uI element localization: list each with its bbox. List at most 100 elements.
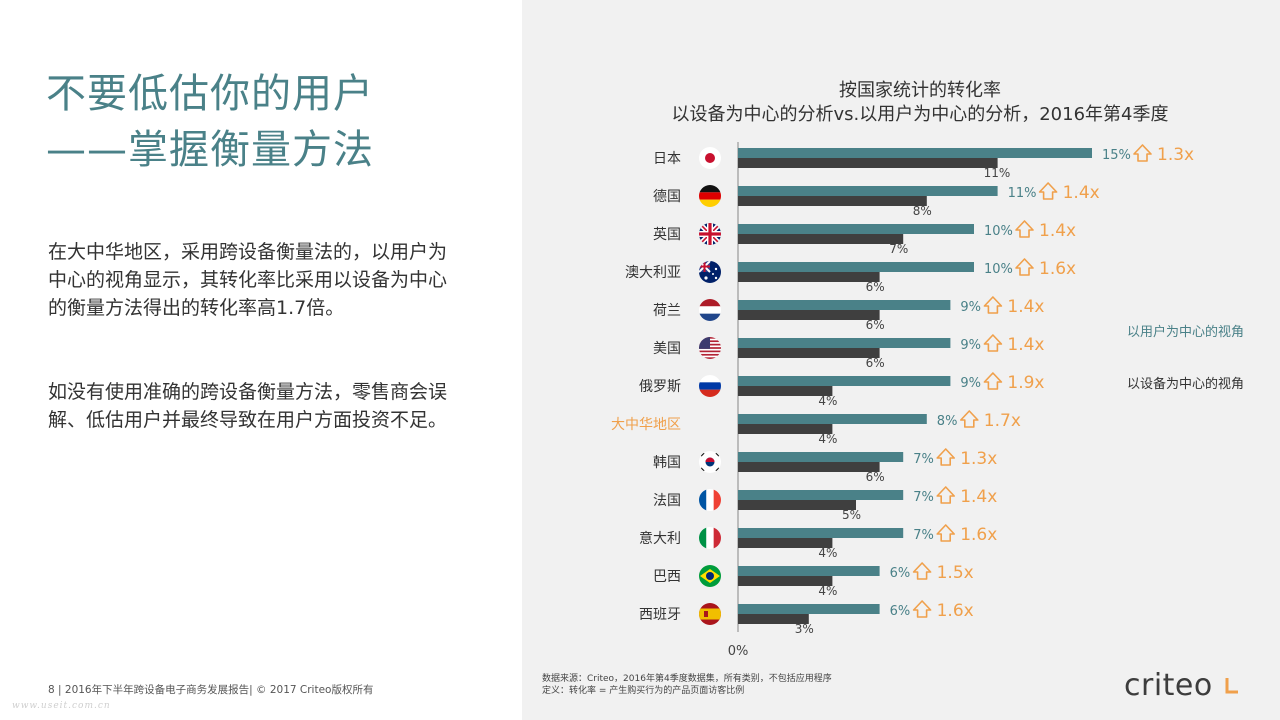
user-centric-bar [738,376,951,386]
uplift-label: 1.4x [1063,183,1100,203]
user-centric-bar [738,566,880,576]
germany-flag-icon [699,185,721,207]
device-centric-bar [738,538,833,548]
device-centric-value-label: 6% [866,356,885,370]
user-centric-value-label: 15% [1102,148,1131,163]
device-centric-value-label: 4% [818,432,837,446]
user-centric-bar [738,262,974,272]
brazil-flag-icon [699,565,721,587]
uplift-arrow-icon [936,448,955,466]
uplift-label: 1.4x [1039,221,1076,241]
uplift-label: 1.9x [1007,373,1044,393]
uplift-arrow-icon [1015,258,1034,276]
criteo-logo: criteo [1124,668,1213,703]
device-centric-value-label: 3% [795,622,814,636]
uplift-label: 1.4x [960,487,997,507]
user-centric-bar [738,528,904,538]
category-label: 巴西 [653,569,681,585]
user-centric-value-label: 7% [913,452,934,467]
device-centric-bar [738,500,856,510]
bar-chart: 0% 日本 15% 11% 1.3x 德国 11% 8% 1.4x 英国 10% 7% 1.4x 澳大利亚… [611,142,1244,659]
user-centric-value-label: 10% [984,262,1013,277]
page-title: 不要低估你的用户 ——掌握衡量方法 [46,66,374,178]
user-centric-value-label: 11% [1008,186,1037,201]
user-centric-bar [738,300,951,310]
device-centric-bar [738,576,833,586]
category-label: 澳大利亚 [625,265,681,281]
chart-title: 按国家统计的转化率 [839,80,1001,101]
uplift-label: 1.6x [960,525,997,545]
uplift-arrow-icon [1133,144,1152,162]
title-line-1: 不要低估你的用户 [46,71,374,117]
device-centric-value-label: 7% [889,242,908,256]
chart-subtitle: 以设备为中心的分析vs.以用户为中心的分析，2016年第4季度 [671,104,1169,125]
uplift-arrow-icon [983,296,1003,314]
uplift-label: 1.5x [937,563,974,583]
user-centric-bar [738,224,974,234]
device-centric-value-label: 8% [913,204,932,218]
device-centric-value-label: 5% [842,508,861,522]
user-centric-value-label: 9% [960,338,981,353]
watermark: www.useit.com.cn [12,701,111,711]
uplift-label: 1.7x [984,411,1021,431]
italy-flag-icon [699,527,721,549]
uk-flag-icon [699,223,721,245]
source-line-1: 数据来源：Criteo，2016年第4季度数据集，所有类别，不包括应用程序 [542,674,832,684]
australia-flag-icon [699,261,721,283]
title-line-2: ——掌握衡量方法 [46,127,374,173]
user-centric-bar [738,414,927,424]
korea-flag-icon [699,451,721,473]
uplift-arrow-icon [936,486,955,504]
uplift-arrow-icon [936,524,955,542]
usa-flag-icon [699,337,721,359]
user-centric-bar [738,186,998,196]
uplift-arrow-icon [1015,220,1034,238]
device-centric-value-label: 11% [984,166,1011,180]
device-centric-bar [738,272,880,282]
uplift-arrow-icon [960,410,979,428]
user-centric-value-label: 7% [913,528,934,543]
left-panel [0,0,522,720]
device-centric-bar [738,310,880,320]
france-flag-icon [699,489,721,511]
chart-panel [522,0,1280,720]
user-centric-bar [738,148,1092,158]
footer-text: 8 | 2016年下半年跨设备电子商务发展报告| © 2017 Criteo版权… [48,684,374,696]
legend-device-centric: 以设备为中心的视角 [1127,376,1244,392]
device-centric-value-label: 6% [866,280,885,294]
legend-user-centric: 以用户为中心的视角 [1127,324,1244,340]
source-line-2: 定义：转化率 = 产生购买行为的产品页面访客比例 [542,686,745,696]
category-label: 韩国 [653,455,681,471]
category-label: 德国 [653,189,681,205]
spain-flag-icon [699,603,721,625]
uplift-label: 1.4x [1007,297,1044,317]
paragraph-1: 在大中华地区，采用跨设备衡量法的，以用户为中心的视角显示，其转化率比采用以设备为… [48,241,448,319]
device-centric-bar [738,158,998,168]
user-centric-value-label: 6% [890,566,911,581]
netherlands-flag-icon [699,299,721,321]
user-centric-value-label: 9% [960,300,981,315]
category-label: 荷兰 [653,303,681,319]
user-centric-bar [738,338,951,348]
uplift-label: 1.4x [1007,335,1044,355]
device-centric-value-label: 4% [818,394,837,408]
device-centric-bar [738,348,880,358]
user-centric-bar [738,490,904,500]
category-label: 意大利 [639,530,681,547]
uplift-arrow-icon [1038,182,1058,200]
device-centric-bar [738,386,833,396]
user-centric-value-label: 7% [913,490,934,505]
device-centric-bar [738,196,927,206]
japan-flag-icon [699,147,721,169]
uplift-label: 1.6x [1039,259,1076,279]
axis-zero-label: 0% [728,644,749,659]
category-label: 日本 [653,151,681,167]
uplift-label: 1.3x [960,449,997,469]
user-centric-value-label: 6% [890,604,911,619]
device-centric-bar [738,462,880,472]
user-centric-bar [738,604,880,614]
category-label: 俄罗斯 [639,379,681,395]
category-label: 英国 [653,226,681,243]
category-label: 法国 [653,493,681,509]
uplift-label: 1.3x [1157,145,1194,165]
